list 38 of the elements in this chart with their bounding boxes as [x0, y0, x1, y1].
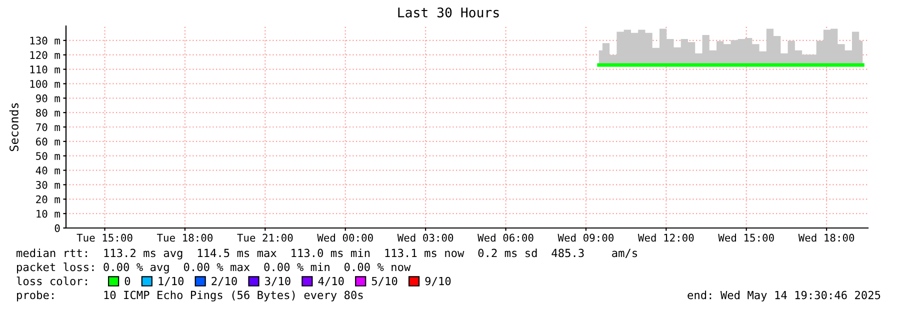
y-tick-label: 40 m	[36, 166, 60, 174]
x-tick-label: Tue 15:00	[76, 234, 132, 242]
x-tick-label: Wed 03:00	[397, 234, 454, 242]
legend-label: 1/10	[158, 276, 184, 286]
x-tick-label: Wed 18:00	[798, 234, 854, 242]
text: packet loss: 0.00 % avg 0.00 % max 0.00 % min 0.00 % now	[17, 262, 411, 274]
y-tick-label: 80 m	[36, 108, 60, 117]
legend-label: 9/10	[425, 276, 451, 286]
legend-label: 2/10	[212, 276, 237, 286]
x-tick-label: Wed 15:00	[718, 234, 774, 242]
y-tick-label: 70 m	[36, 123, 60, 132]
x-tick-label: Wed 06:00	[478, 234, 534, 242]
x-tick-label: Wed 12:00	[638, 234, 694, 242]
x-tick-label: Wed 09:00	[558, 234, 614, 242]
chart-title: Last 30 Hours	[398, 7, 499, 18]
y-axis-title: Seconds	[9, 103, 18, 152]
y-tick-label: 60 m	[36, 138, 60, 146]
x-tick-label: Wed 00:00	[317, 234, 373, 242]
x-tick-label: Tue 18:00	[156, 234, 213, 242]
legend-label: 4/10	[318, 276, 344, 286]
y-tick-label: 110 m	[30, 66, 60, 74]
y-tick-label: 30 m	[36, 180, 60, 189]
y-tick-label: 50 m	[36, 152, 60, 160]
legend-title: loss color:	[16, 276, 87, 286]
legend-label: 5/10	[372, 276, 398, 286]
text: end: Wed May 14 19:30:46 2025	[688, 290, 880, 302]
y-tick-label: 0	[54, 224, 60, 232]
y-tick-label: 120 m	[30, 51, 60, 59]
text: median rtt: 113.2 ms avg 114.5 ms max 113.0 ms min 113.1 ms now 0.2 ms sd 485.3 am/s	[16, 248, 638, 260]
x-tick-label: Tue 21:00	[237, 234, 293, 242]
y-tick-label: 100 m	[30, 80, 60, 88]
y-tick-label: 130 m	[30, 36, 60, 45]
y-tick-label: 10 m	[36, 210, 60, 218]
legend-label: 3/10	[265, 276, 290, 286]
y-tick-label: 90 m	[36, 94, 60, 102]
text: probe: 10 ICMP Echo Pings (56 Bytes) every 80s	[17, 290, 363, 302]
legend-label: 0	[124, 276, 130, 286]
y-tick-label: 20 m	[36, 195, 60, 204]
